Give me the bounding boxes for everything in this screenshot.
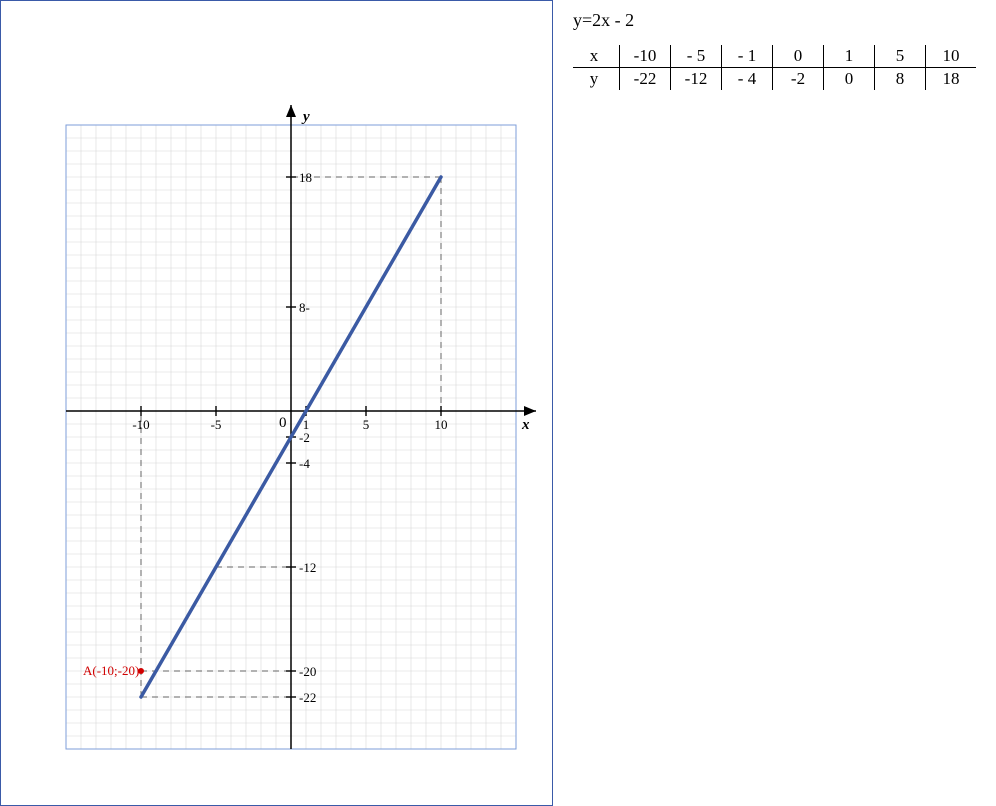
svg-text:-20: -20	[299, 664, 316, 679]
table-cell: -2	[773, 68, 824, 91]
svg-text:x: x	[521, 417, 530, 433]
svg-text:8-: 8-	[299, 300, 310, 315]
table-cell: - 4	[722, 68, 773, 91]
svg-text:18: 18	[299, 170, 312, 185]
table-row-x: x -10- 5- 101510	[573, 45, 976, 68]
side-panel: y=2x - 2 x -10- 5- 101510 y -22-12- 4-20…	[553, 0, 996, 806]
table-cell: 5	[875, 45, 926, 68]
xy-chart: yx0-10-51510188--2-4-12-20-22A(-10;-20)	[21, 31, 561, 791]
table-cell: - 1	[722, 45, 773, 68]
x-header: x	[573, 45, 620, 68]
chart-panel: yx0-10-51510188--2-4-12-20-22A(-10;-20)	[0, 0, 553, 806]
svg-text:5: 5	[363, 417, 370, 432]
table-cell: 10	[926, 45, 977, 68]
table-cell: 18	[926, 68, 977, 91]
table-cell: -22	[620, 68, 671, 91]
table-cell: - 5	[671, 45, 722, 68]
y-header: y	[573, 68, 620, 91]
svg-text:10: 10	[435, 417, 448, 432]
svg-text:y: y	[301, 109, 310, 125]
table-cell: 0	[773, 45, 824, 68]
svg-text:-12: -12	[299, 560, 316, 575]
svg-text:-10: -10	[132, 417, 149, 432]
table-cell: -10	[620, 45, 671, 68]
svg-text:-2: -2	[299, 430, 310, 445]
svg-text:A(-10;-20): A(-10;-20)	[83, 663, 139, 678]
svg-text:-5: -5	[211, 417, 222, 432]
equation-text: y=2x - 2	[573, 10, 976, 31]
table-cell: 8	[875, 68, 926, 91]
table-row-y: y -22-12- 4-20818	[573, 68, 976, 91]
xy-table: x -10- 5- 101510 y -22-12- 4-20818	[573, 45, 976, 90]
table-cell: -12	[671, 68, 722, 91]
svg-text:-22: -22	[299, 690, 316, 705]
svg-text:0: 0	[279, 415, 287, 431]
table-cell: 1	[824, 45, 875, 68]
table-cell: 0	[824, 68, 875, 91]
svg-text:-4: -4	[299, 456, 310, 471]
